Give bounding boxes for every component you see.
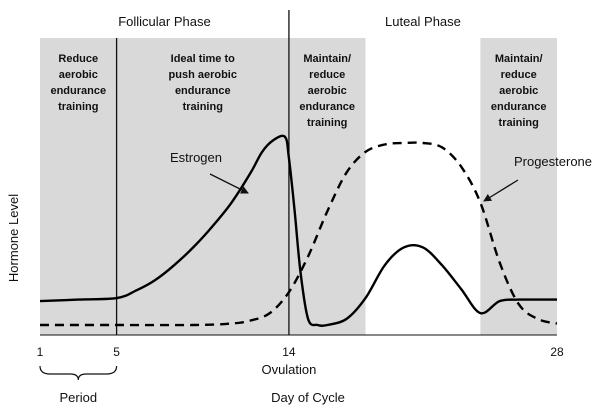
phase-title-1: Luteal Phase [385, 14, 461, 29]
training-note-1-line-3: training [183, 101, 223, 113]
shaded-regions [40, 38, 557, 335]
training-note-2-line-3: endurance [299, 101, 355, 113]
training-note-0-line-2: endurance [50, 85, 106, 97]
series-line-estrogen [39, 134, 557, 327]
y-axis-label: Hormone Level [6, 194, 21, 282]
training-note-0-line-3: training [58, 101, 98, 113]
training-note-3-line-0: Maintain/ [495, 53, 543, 65]
hormone-series [39, 134, 558, 327]
period-brace [39, 365, 118, 381]
training-note-2-line-0: Maintain/ [303, 53, 351, 65]
phase-titles: Follicular Phase Luteal Phase [118, 14, 461, 29]
x-tick-label-2: 14 [282, 345, 296, 359]
series-annotations: Estrogen Progesterone [170, 150, 592, 202]
training-note-1-line-1: push aerobic [169, 69, 237, 81]
shaded-region-0 [40, 38, 117, 335]
shaded-region-2 [288, 38, 366, 335]
x-tick-label-3: 28 [550, 345, 564, 359]
training-notes: Reduce aerobic endurance training Ideal time… [50, 53, 546, 129]
series-line-progesterone [39, 141, 558, 327]
phase-title-0: Follicular Phase [118, 14, 211, 29]
series-arrow-estrogen [209, 173, 249, 194]
training-note-0-line-1: aerobic [59, 69, 98, 81]
x-axis: 1 5 14 28 Ovulation Period [37, 345, 564, 405]
training-note-2-line-1: reduce [309, 69, 345, 81]
training-note-0-line-0: Reduce [58, 53, 98, 65]
training-note-3-line-3: endurance [491, 101, 547, 113]
shaded-region-1 [116, 38, 289, 335]
training-note-3-line-1: reduce [501, 69, 537, 81]
x-axis-label: Day of Cycle [271, 390, 345, 405]
training-note-2-line-2: aerobic [308, 85, 347, 97]
series-label-estrogen: Estrogen [170, 150, 222, 165]
ovulation-label: Ovulation [261, 362, 316, 377]
training-note-1-line-2: endurance [175, 85, 231, 97]
training-note-3-line-4: training [499, 117, 539, 129]
training-note-1-line-0: Ideal time to [171, 53, 235, 65]
series-label-progesterone: Progesterone [514, 154, 592, 169]
shaded-region-3 [480, 38, 557, 335]
series-arrow-progesterone [483, 179, 519, 202]
period-label: Period [60, 390, 98, 405]
training-note-2-line-4: training [307, 117, 347, 129]
training-note-3-line-2: aerobic [499, 85, 538, 97]
x-tick-label-0: 1 [37, 345, 44, 359]
x-tick-label-1: 5 [113, 345, 120, 359]
cycle-markers [115, 10, 290, 335]
